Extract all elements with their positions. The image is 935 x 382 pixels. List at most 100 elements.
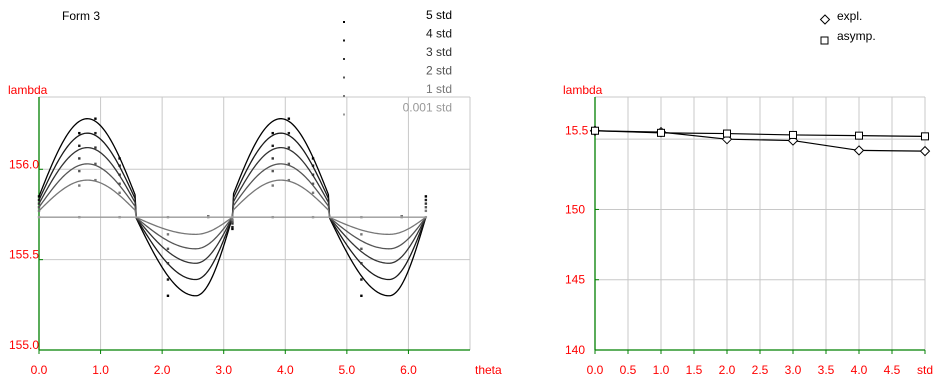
left-data-point [94, 178, 97, 182]
left-data-point [94, 146, 97, 149]
left-x-tick-label: 5.0 [339, 363, 356, 377]
left-legend-marker [343, 21, 345, 23]
left-data-point [166, 233, 170, 236]
right-x-tick-label: 0.0 [587, 363, 604, 377]
left-data-point [94, 131, 97, 135]
right-x-tick-label: std [917, 363, 933, 377]
right-chart-y-axis-label: lambda [563, 83, 603, 97]
left-chart-series [37, 117, 428, 297]
left-data-point [271, 215, 274, 219]
left-chart-tick-labels: 0.0 1.0 2.0 3.0 4.0 5.0 6.0 155.0 155.5 156.0 [9, 157, 417, 377]
right-x-tick-label: 2.0 [719, 363, 736, 377]
left-data-point [360, 215, 363, 219]
legend-diamond-icon [819, 14, 831, 25]
left-data-point [118, 157, 121, 160]
left-data-point [94, 117, 97, 120]
left-data-point [311, 157, 315, 160]
left-data-point [424, 206, 428, 209]
left-data-point [360, 247, 363, 250]
left-data-point [37, 198, 41, 202]
left-chart: Form 3 lambda theta 0.0 1.0 2.0 3.0 4.0 5.0 6.… [8, 8, 502, 377]
left-chart-grid [39, 96, 471, 350]
left-data-point [94, 162, 97, 166]
left-data-point [37, 202, 41, 205]
right-x-tick-label: 2.5 [752, 363, 769, 377]
left-data-point [311, 215, 315, 219]
right-chart-legend: expl. asymp. [819, 9, 876, 45]
right-series-line-asymp [594, 130, 926, 137]
right-y-tick-label: 15.5 [565, 124, 589, 138]
left-series-4-std [37, 131, 428, 281]
left-data-point [231, 215, 234, 219]
square-marker [921, 132, 929, 141]
left-data-point [78, 131, 81, 135]
right-x-tick-label: 4.5 [884, 363, 901, 377]
left-y-tick-label: 156.0 [9, 157, 39, 171]
left-chart-axes [38, 97, 470, 351]
left-x-tick-label: 6.0 [400, 363, 417, 377]
left-data-point [271, 144, 274, 147]
legend-square-icon [820, 36, 829, 45]
left-data-point [166, 278, 170, 281]
left-x-tick-label: 1.0 [92, 363, 109, 377]
left-data-point [287, 178, 291, 182]
left-data-point [424, 202, 428, 205]
left-data-point [287, 162, 291, 166]
right-legend-label: asymp. [837, 29, 876, 43]
left-data-point [360, 278, 363, 281]
right-chart-grid [595, 96, 926, 350]
diamond-marker [919, 145, 931, 157]
right-y-tick-label: 145 [565, 273, 585, 287]
left-data-point [287, 117, 291, 120]
right-x-tick-label: 0.5 [620, 363, 637, 377]
right-chart: lambda 0.0 0.5 1.0 1.5 2.0 2.5 3.0 3.5 4.0 4.5 std… [563, 9, 933, 377]
left-data-point [311, 191, 315, 194]
right-chart-tick-labels: 0.0 0.5 1.0 1.5 2.0 2.5 3.0 3.5 4.0 4.5 std 140 145 1… [565, 124, 933, 377]
left-data-point [287, 146, 291, 149]
left-data-point [118, 182, 121, 185]
left-data-point [37, 215, 41, 219]
diamond-marker [853, 145, 865, 156]
left-data-point [424, 198, 428, 202]
right-x-tick-label: 3.0 [785, 363, 802, 377]
left-data-point [231, 227, 234, 231]
left-data-point [424, 215, 428, 219]
left-legend-label: 5 std [426, 8, 452, 22]
left-legend-marker [343, 39, 345, 42]
left-data-point [400, 215, 403, 219]
left-chart-x-axis-label: theta [475, 363, 502, 377]
left-data-point [360, 262, 363, 265]
left-data-point [311, 173, 315, 176]
left-data-point [166, 247, 170, 250]
left-data-point [78, 157, 81, 160]
right-series-asymp [591, 126, 929, 141]
right-y-tick-label: 140 [565, 343, 585, 357]
left-data-point [271, 184, 274, 187]
left-legend-label: 2 std [426, 64, 452, 78]
right-legend-label: expl. [837, 9, 862, 23]
left-data-point [360, 294, 363, 297]
left-data-point [37, 195, 41, 198]
right-x-tick-label: 1.0 [653, 363, 670, 377]
square-marker [789, 130, 797, 139]
left-data-point [271, 157, 274, 160]
left-data-point [78, 169, 81, 173]
left-legend-label: 3 std [426, 45, 452, 59]
square-marker [657, 128, 665, 137]
left-data-point [118, 215, 121, 219]
left-x-tick-label: 3.0 [215, 363, 232, 377]
left-data-point [424, 195, 428, 198]
left-data-point [118, 173, 121, 176]
left-data-point [271, 169, 274, 173]
left-data-point [166, 262, 170, 265]
left-x-tick-label: 4.0 [277, 363, 294, 377]
left-legend-marker [343, 76, 345, 79]
left-legend-label: 4 std [426, 27, 452, 41]
right-chart-series [589, 125, 931, 157]
left-data-point [231, 218, 234, 222]
left-data-point [78, 184, 81, 187]
left-data-point [78, 215, 81, 219]
left-data-point [118, 164, 121, 167]
square-marker [723, 129, 731, 138]
left-series-0-001-std [37, 215, 428, 219]
